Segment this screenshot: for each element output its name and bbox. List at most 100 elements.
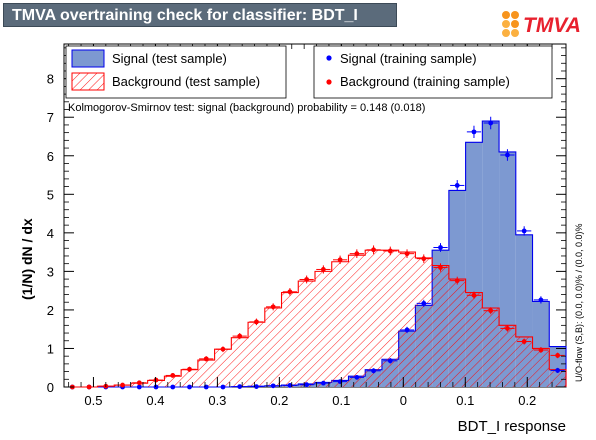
signal-train-point [354, 374, 360, 380]
x-tick-label: 0.3 [208, 393, 226, 408]
background-test-bin [549, 369, 566, 387]
x-tick-label: 0.1 [332, 393, 350, 408]
background-test-bin [398, 252, 416, 387]
background-test-bin [231, 337, 249, 387]
background-train-point [220, 346, 226, 352]
background-test-bin [264, 307, 282, 387]
tmva-logo: TMVA [502, 11, 581, 37]
background-test-bin [197, 360, 215, 387]
signal-train-point [454, 183, 460, 188]
signal-train-point [521, 228, 527, 234]
x-tick-label: 0.5 [84, 393, 102, 408]
background-train-point [86, 384, 92, 390]
background-test-bin [532, 348, 550, 387]
y-tick-label: 0 [47, 380, 54, 395]
background-test-bin [415, 257, 433, 387]
legend-signal-test-swatch [71, 49, 105, 68]
signal-training-points [65, 116, 565, 390]
background-train-point [203, 356, 209, 362]
y-tick-label: 8 [47, 72, 54, 87]
background-train-point [254, 319, 259, 325]
background-test-bin [448, 279, 466, 387]
x-axis-label: BDT_I response [458, 418, 566, 435]
background-test-bin [365, 250, 382, 387]
background-train-point [555, 352, 561, 358]
signal-train-point [220, 384, 226, 390]
background-training-points [65, 245, 565, 390]
background-train-point [521, 339, 527, 344]
background-test-bin [515, 336, 533, 387]
x-tick-label: 0.2 [270, 393, 288, 408]
x-tick-label: 0.1 [456, 393, 474, 408]
signal-train-point [170, 384, 176, 390]
background-test-bin [331, 261, 349, 387]
signal-train-point [538, 297, 544, 303]
background-train-point [304, 277, 310, 282]
background-test-bin [214, 349, 232, 387]
signal-train-point [438, 245, 443, 250]
signal-train-point [371, 368, 376, 374]
background-train-point [187, 366, 192, 372]
background-train-point [354, 251, 360, 257]
background-train-point [438, 265, 443, 270]
logo-text: TMVA [523, 14, 581, 37]
background-train-point [404, 251, 410, 257]
background-train-point [371, 247, 376, 253]
legend-signal-train-label: Signal (training sample) [340, 51, 477, 66]
background-train-point [421, 256, 427, 262]
y-tick-label: 6 [47, 149, 54, 164]
signal-train-point [387, 358, 393, 364]
y-tick-label: 4 [47, 226, 54, 241]
signal-train-point [287, 383, 293, 388]
logo-dots-icon [502, 11, 519, 37]
legend-background-train-marker [326, 79, 332, 85]
legend-signal-train-marker [326, 55, 332, 61]
background-test-bin [147, 380, 165, 387]
background-test-bin [348, 255, 366, 387]
background-train-point [320, 267, 326, 272]
signal-train-point [471, 129, 477, 135]
signal-train-point [203, 384, 209, 390]
legend-background-train-label: Background (training sample) [340, 74, 510, 89]
background-test-bin [381, 250, 399, 387]
background-test-bin [499, 325, 516, 387]
background-train-point [488, 308, 494, 314]
background-train-point [505, 326, 510, 331]
legend-background-test-label: Background (test sample) [112, 74, 260, 89]
background-train-point [387, 248, 393, 254]
background-test-histogram [64, 249, 567, 388]
signal-train-point [136, 384, 142, 390]
chart-title: TMVA overtraining check for classifier: … [3, 3, 397, 27]
y-axis-label: (1/N) dN / dx [19, 218, 35, 300]
signal-train-point [237, 384, 243, 390]
background-train-point [153, 377, 159, 383]
y-tick-label: 3 [47, 264, 54, 279]
x-tick-label: 0.2 [518, 393, 536, 408]
background-test-bin [181, 369, 198, 387]
background-train-point [136, 380, 142, 386]
signal-train-point [505, 152, 510, 158]
background-test-bin [281, 292, 299, 387]
signal-train-point [421, 300, 427, 306]
background-train-point [471, 292, 477, 298]
signal-train-point [555, 368, 561, 373]
legend: Signal (test sample) Background (test sa… [65, 45, 553, 99]
background-train-point [337, 257, 343, 263]
legend-signal-test-label: Signal (test sample) [112, 51, 227, 66]
background-train-point [237, 333, 243, 339]
signal-train-point [304, 382, 310, 388]
y-tick-label: 1 [47, 341, 54, 356]
background-train-point [120, 382, 125, 388]
y-tick-label: 2 [47, 303, 54, 318]
background-test-bin [465, 292, 483, 387]
background-test-bin [482, 307, 500, 387]
background-test-bin [432, 265, 449, 387]
background-test-bin [298, 281, 315, 387]
signal-train-point [254, 384, 259, 390]
legend-box-right [313, 45, 553, 99]
signal-train-point [270, 383, 276, 389]
background-train-point [270, 304, 276, 310]
y-tick-label: 5 [47, 187, 54, 202]
signal-train-point [153, 384, 159, 390]
